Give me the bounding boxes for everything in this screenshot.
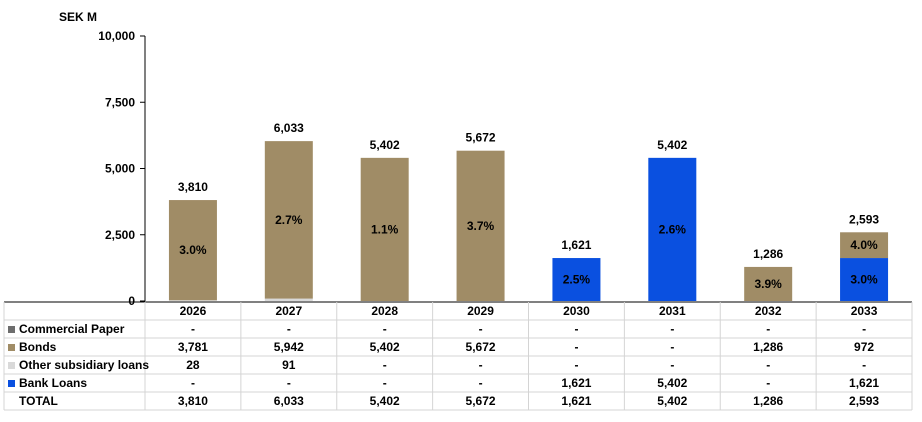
total-cell: 1,621 <box>561 394 591 408</box>
y-tick-label: 10,000 <box>98 29 135 43</box>
table-cell: - <box>766 376 770 390</box>
table-cell: 5,402 <box>370 340 400 354</box>
table-cell: 1,621 <box>849 376 879 390</box>
legend-swatch <box>8 344 15 351</box>
table-cell: - <box>191 376 195 390</box>
y-tick-label: 7,500 <box>105 95 135 109</box>
table-cell: - <box>191 322 195 336</box>
unit-label: SEK M <box>59 10 97 24</box>
y-axis: 0 2,500 5,000 7,500 10,000 <box>98 29 146 308</box>
table-cell: 972 <box>854 340 874 354</box>
bar-segment <box>168 200 217 301</box>
table-cell: - <box>766 358 770 372</box>
data-table: 2026 2027 2028 2029 2030 2031 2032 2033 Commerci… <box>3 301 913 411</box>
x-tick-label: 2026 <box>180 304 207 318</box>
rate-annotation: 2.7% <box>275 213 303 227</box>
legend-swatch <box>8 380 15 387</box>
table-cell: - <box>862 358 866 372</box>
total-cell: 5,402 <box>657 394 687 408</box>
bar-segment <box>456 150 505 301</box>
x-tick-label: 2027 <box>275 304 302 318</box>
rate-annotation: 1.1% <box>371 222 399 236</box>
total-cell: 5,402 <box>370 394 400 408</box>
total-cell: 2,593 <box>849 394 879 408</box>
x-tick-label: 2031 <box>659 304 686 318</box>
bar-total-label: 5,402 <box>370 138 400 152</box>
bar-total-label: 2,593 <box>849 212 879 226</box>
table-cell: - <box>862 322 866 336</box>
bar-total-label: 1,286 <box>753 247 783 261</box>
legend-label: Other subsidiary loans <box>19 358 149 372</box>
table-cell: - <box>383 358 387 372</box>
x-tick-label: 2029 <box>467 304 494 318</box>
bar-segment <box>744 266 793 301</box>
total-cell: 6,033 <box>274 394 304 408</box>
table-cell: - <box>574 322 578 336</box>
rate-annotation: 3.0% <box>850 273 878 287</box>
x-tick-label: 2032 <box>755 304 782 318</box>
x-tick-label: 2028 <box>371 304 398 318</box>
table-cell: - <box>574 358 578 372</box>
bar-segment <box>360 157 409 301</box>
rate-annotation: 3.7% <box>467 219 495 233</box>
bar-segment <box>168 300 217 301</box>
x-tick-label: 2033 <box>851 304 878 318</box>
table-cell: - <box>479 376 483 390</box>
bar-segment <box>264 141 313 299</box>
x-tick-label: 2030 <box>563 304 590 318</box>
y-tick-label: 0 <box>128 294 135 308</box>
rate-annotation: 4.0% <box>850 238 878 252</box>
legend-label: Bonds <box>19 340 57 354</box>
bar-segment <box>840 232 889 259</box>
table-cell: - <box>383 322 387 336</box>
table-cell: 28 <box>186 358 200 372</box>
table-cell: - <box>383 376 387 390</box>
rate-annotation: 3.0% <box>179 243 207 257</box>
legend-swatch <box>8 362 15 369</box>
bar-total-label: 5,402 <box>657 138 687 152</box>
table-cell: 1,286 <box>753 340 783 354</box>
table-cell: 5,402 <box>657 376 687 390</box>
bar-segment <box>648 157 697 301</box>
table-cell: - <box>766 322 770 336</box>
bar-total-label: 6,033 <box>274 121 304 135</box>
bar-segment <box>264 298 313 301</box>
total-cell: 3,810 <box>178 394 208 408</box>
bar-segment <box>840 258 889 301</box>
bar-group: 3,810 6,033 5,402 5,672 1,621 5,402 1,286 2,593… <box>168 121 889 301</box>
table-cell: - <box>670 340 674 354</box>
table-cell: - <box>287 322 291 336</box>
rate-annotation: 2.5% <box>563 273 591 287</box>
y-tick-label: 2,500 <box>105 228 135 242</box>
table-cell: - <box>479 358 483 372</box>
table-cell: - <box>670 358 674 372</box>
bar-total-label: 3,810 <box>178 180 208 194</box>
bar-total-label: 1,621 <box>561 238 591 252</box>
table-cell: 91 <box>282 358 296 372</box>
legend-label: Bank Loans <box>19 376 87 390</box>
rate-annotation: 3.9% <box>755 277 783 291</box>
table-cell: - <box>287 376 291 390</box>
table-cell: - <box>670 322 674 336</box>
legend-label: Commercial Paper <box>19 322 125 336</box>
total-row-label: TOTAL <box>19 394 58 408</box>
table-cell: 5,942 <box>274 340 304 354</box>
legend-swatch <box>8 326 15 333</box>
table-cell: 5,672 <box>466 340 496 354</box>
table-cell: 1,621 <box>561 376 591 390</box>
bar-segment <box>552 258 601 301</box>
table-cell: - <box>479 322 483 336</box>
rate-annotation: 2.6% <box>659 222 687 236</box>
total-cell: 1,286 <box>753 394 783 408</box>
total-cell: 5,672 <box>466 394 496 408</box>
y-tick-label: 5,000 <box>105 162 135 176</box>
bar-total-label: 5,672 <box>466 131 496 145</box>
table-cell: 3,781 <box>178 340 208 354</box>
table-cell: - <box>574 340 578 354</box>
